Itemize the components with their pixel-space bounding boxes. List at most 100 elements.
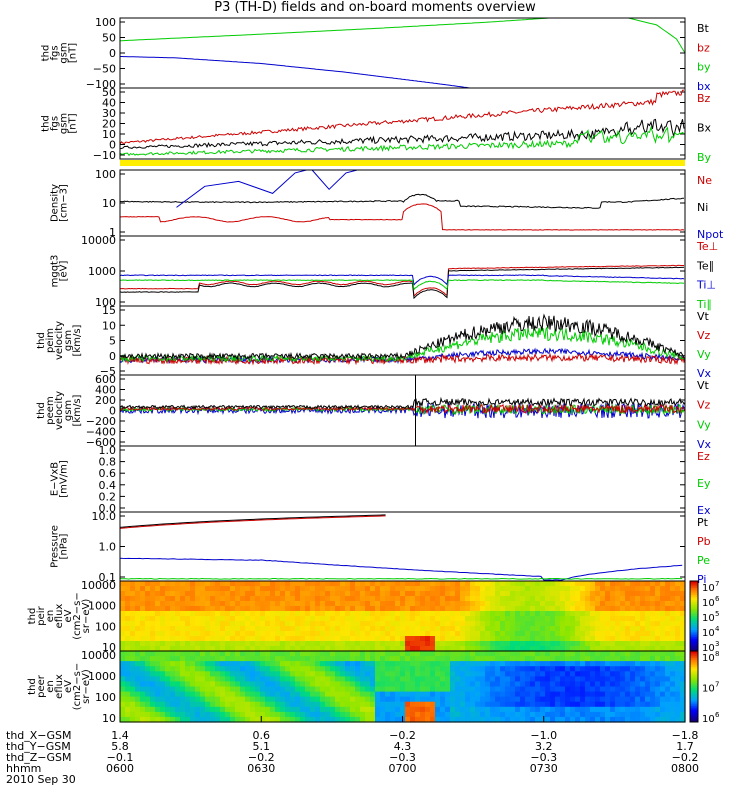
series-line-Vt — [119, 313, 686, 361]
series-line-Ne — [120, 203, 685, 231]
y-tick-label: −5 — [100, 365, 116, 378]
y-axis-label: peir — [36, 605, 47, 625]
y-axis-label: (cm2−s− — [72, 663, 83, 710]
y-tick-label: 10000 — [81, 649, 116, 662]
legend-entry: Ni — [697, 201, 708, 214]
y-axis-label: thd — [36, 332, 47, 349]
x-axis-row-label: thd_X−GSM — [6, 729, 72, 742]
panel-8: Pressure[nPa] 10.0 1.0 0.1 Pt Pb Pe Pi — [50, 510, 711, 586]
series-line-Pb — [119, 515, 386, 529]
y-tick-label: 10 — [102, 641, 116, 654]
legend-entry: Vy — [697, 418, 711, 431]
panel-frame — [119, 17, 686, 89]
x-axis-tick-value: 0.6 — [252, 729, 271, 742]
series-line-green2 — [628, 17, 685, 53]
y-tick-label: 0 — [109, 139, 116, 152]
y-axis-label: thd — [27, 678, 38, 695]
legend-entry: Vx — [697, 438, 712, 451]
series-line-Pt — [119, 514, 386, 528]
legend-entry: Te∥ — [696, 259, 714, 272]
legend-entry: Pe — [697, 554, 710, 567]
y-tick-label: 100 — [95, 620, 116, 633]
colorbar-tick: 10 — [702, 643, 715, 654]
y-axis-label: eV — [63, 609, 74, 622]
y-axis-label: velocity — [54, 321, 65, 360]
legend-entry: Vx — [697, 367, 712, 380]
y-tick-label: 30 — [102, 107, 116, 120]
colorbar-exponent: 7 — [715, 580, 719, 588]
x-axis-tick-value: 1.4 — [111, 729, 129, 742]
colorbar-tick: 10 — [702, 613, 715, 624]
x-axis-row-label: thd_Y−GSM — [6, 740, 71, 753]
colorbar-tick: 10 — [702, 684, 715, 695]
series-line-Te-par — [119, 266, 685, 300]
y-tick-label: 1000 — [88, 600, 116, 613]
y-tick-label: −600 — [86, 436, 116, 449]
series-line-Npot — [176, 169, 307, 208]
panel-frame — [119, 305, 686, 376]
panel-3: Density[cm−3] 100 10 1 Ne Ni Npot — [50, 168, 724, 241]
colorbar-tick: 10 — [702, 653, 715, 664]
series-line-Vz — [119, 352, 686, 366]
y-tick-label: 1000 — [88, 670, 116, 683]
x-axis-tick-value: 5.8 — [111, 740, 129, 753]
y-axis-label: gsm — [59, 42, 70, 63]
y-axis-label: fgs — [50, 45, 61, 60]
y-tick-label: 0 — [109, 405, 116, 418]
y-axis-label: Density — [50, 184, 61, 222]
y-axis-label: [km/s] — [72, 394, 83, 426]
colorbar-exponent: 3 — [715, 640, 719, 648]
x-axis-tick-value: −0.1 — [106, 751, 134, 764]
series-line-Pe — [119, 577, 683, 580]
x-axis-row-label: hhmm — [6, 762, 42, 775]
spectrogram-electrons — [120, 651, 686, 723]
legend-entry: Ti∥ — [696, 298, 712, 311]
x-axis-tick-value: 3.2 — [535, 740, 553, 753]
legend-entry: by — [697, 61, 711, 74]
panel-frame — [119, 235, 686, 307]
y-tick-label: 0.6 — [99, 467, 117, 480]
x-axis-tick-value: −1.0 — [530, 729, 558, 742]
y-tick-label: 5 — [109, 335, 116, 348]
y-axis-label: [mV/m] — [59, 460, 70, 498]
y-axis-label: en — [45, 680, 56, 693]
y-tick-label: 100 — [95, 16, 116, 29]
y-tick-label: 100 — [95, 296, 116, 309]
x-axis-tick-value: −0.2 — [389, 729, 416, 742]
legend-entry: Ex — [697, 504, 711, 517]
series-line-Bz — [119, 89, 685, 145]
x-axis-tick-value: −0.3 — [530, 751, 558, 764]
series-line-Bx — [119, 118, 685, 150]
y-tick-label: 1000 — [88, 265, 116, 278]
y-axis-label: mgqt3 — [50, 255, 61, 288]
y-axis-label: gsm — [59, 113, 70, 134]
y-axis-label: gsm — [63, 400, 74, 421]
y-tick-label: 0.0 — [99, 502, 117, 515]
series-line-Pi — [119, 557, 683, 581]
chart-title: P3 (TH-D) fields and on-board moments ov… — [214, 0, 536, 15]
panel-frame — [119, 445, 686, 513]
y-tick-label: 1 — [109, 226, 116, 239]
series-line-Vt — [119, 396, 686, 410]
colorbar-exponent: 4 — [715, 625, 720, 633]
legend-entry: bz — [697, 41, 710, 54]
y-axis-label: thd — [36, 402, 47, 419]
legend-entry: Te⊥ — [696, 240, 718, 253]
y-axis-label: eflux — [54, 604, 65, 629]
y-tick-label: 20 — [102, 118, 116, 131]
legend-entry: Pt — [697, 516, 709, 529]
y-tick-label: 100 — [95, 168, 116, 181]
legend-entry: Ne — [697, 174, 712, 187]
y-axis-label: [nT] — [68, 43, 79, 63]
y-tick-label: 200 — [95, 394, 116, 407]
y-axis-label: thd — [41, 45, 52, 62]
series-line-blue — [120, 56, 471, 89]
colorbar-tick: 10 — [702, 583, 715, 594]
y-axis-label: [nPa] — [59, 533, 70, 559]
panel-4: mgqt3[eV] 10000 1000 100 Te⊥ Te∥ Ti⊥ Ti∥ — [50, 234, 719, 311]
bar-state-indicator — [120, 160, 685, 166]
colorbar-exponent: 6 — [715, 711, 720, 719]
y-tick-label: −50 — [93, 63, 116, 76]
